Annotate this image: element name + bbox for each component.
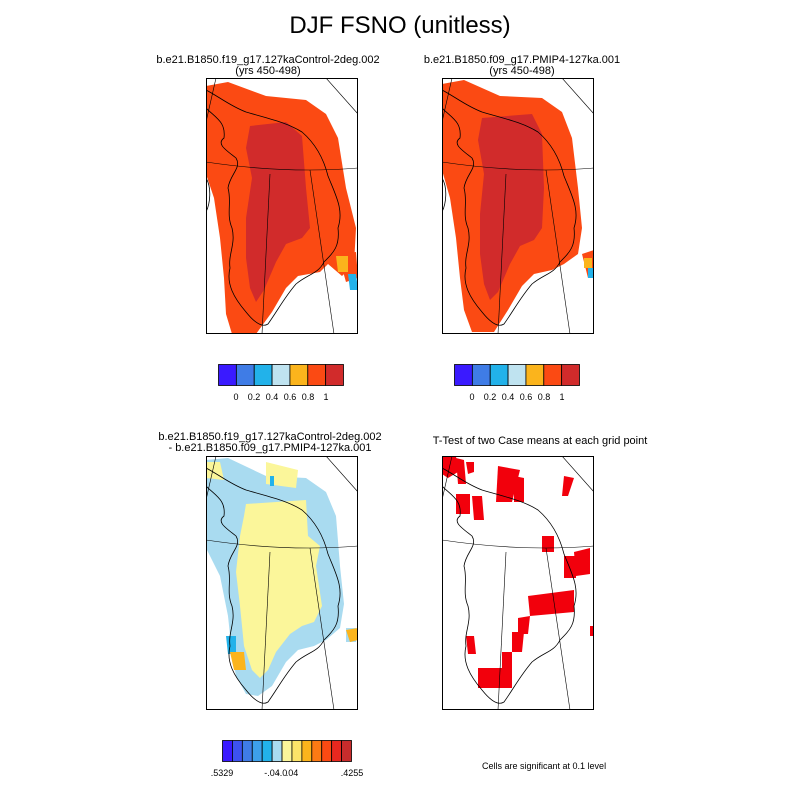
colorbar-difference (222, 740, 352, 767)
colorbar-box (507, 364, 527, 386)
colorbar-box (561, 364, 580, 386)
field-orange (584, 258, 592, 268)
colorbar-pmip4-labels: 0 0.2 0.4 0.6 0.8 1 (454, 392, 580, 404)
map-panel-difference (206, 456, 358, 710)
map-control-svg (206, 78, 358, 334)
colorbar-tick-label: .5329 (210, 768, 234, 778)
colorbar-box (251, 740, 263, 762)
graticule (206, 456, 358, 710)
colorbar-box (489, 364, 509, 386)
colorbar-box (321, 740, 333, 762)
colorbar-box (289, 364, 309, 386)
panel-title-difference-line2: - b.e21.B1850.f09_g17.PMIP4-127ka.001 (168, 442, 372, 454)
colorbar-box (341, 740, 352, 762)
panel-title-control: b.e21.B1850.f19_g17.127kaControl-2deg.00… (128, 55, 408, 77)
colorbar-control (218, 364, 344, 391)
field-blue (226, 476, 274, 654)
field-orange (336, 256, 348, 272)
map-ttest-svg (442, 456, 594, 710)
panel-title-pmip4-line1: b.e21.B1850.f09_g17.PMIP4-127ka.001 (423, 54, 621, 66)
colorbar-box (232, 740, 243, 762)
map-frame (442, 78, 594, 334)
colorbar-tick-label: -.0 (276, 768, 288, 778)
significant-cells (442, 456, 594, 688)
colorbar-tick-label: 1 (323, 392, 329, 402)
colorbar-tick-label: 0.6 (283, 392, 297, 402)
colorbar-box (271, 740, 283, 762)
panel-title-difference-line1: b.e21.B1850.f19_g17.127kaControl-2deg.00… (158, 431, 382, 443)
colorbar-box (525, 364, 545, 386)
colorbar-pmip4-svg (454, 364, 580, 386)
panel-title-difference: b.e21.B1850.f19_g17.127kaControl-2deg.00… (140, 432, 400, 454)
field-orange (230, 628, 358, 670)
map-panel-pmip4 (442, 78, 594, 334)
colorbar-tick-label: 1 (559, 392, 565, 402)
colorbar-tick-label: 0.2 (247, 392, 261, 402)
colorbar-box (218, 364, 237, 386)
field-blue (348, 274, 358, 290)
colorbar-box (235, 364, 255, 386)
colorbar-tick-label: 0.4 (265, 392, 279, 402)
panel-title-pmip4-line2: (yrs 450-498) (489, 65, 555, 77)
colorbar-box (331, 740, 342, 762)
colorbar-difference-labels: .5329 -.04 -.0.04 .4255 (211, 768, 364, 780)
colorbar-tick-label: 0 (233, 392, 239, 402)
colorbar-tick-label: .4255 (340, 768, 364, 778)
panel-title-control-line2: (yrs 450-498) (235, 65, 301, 77)
colorbar-tick-label: 0.4 (501, 392, 515, 402)
panel-title-control-line1: b.e21.B1850.f19_g17.127kaControl-2deg.00… (156, 54, 380, 66)
map-difference-svg (206, 456, 358, 710)
colorbar-box (241, 740, 253, 762)
colorbar-tick-label: .04 (285, 768, 299, 778)
map-panel-ttest (442, 456, 594, 710)
colorbar-tick-label: 0.8 (301, 392, 315, 402)
colorbar-box (271, 364, 291, 386)
colorbar-box (454, 364, 473, 386)
colorbar-tick-label: 0.8 (537, 392, 551, 402)
colorbar-box (325, 364, 344, 386)
map-frame (442, 456, 594, 710)
panel-title-ttest-line1: T-Test of two Case means at each grid po… (432, 435, 648, 447)
graticule (442, 456, 594, 710)
colorbar-control-svg (218, 364, 344, 386)
field-high (478, 114, 544, 300)
colorbar-box (261, 740, 273, 762)
figure-title: DJF FSNO (unitless) (289, 12, 511, 39)
field-blue (588, 268, 594, 278)
field-high (246, 122, 310, 302)
colorbar-box (291, 740, 303, 762)
panel-title-ttest: T-Test of two Case means at each grid po… (390, 436, 690, 447)
colorbar-tick-label: 0 (469, 392, 475, 402)
colorbar-difference-svg (222, 740, 352, 762)
colorbar-box (301, 740, 313, 762)
map-frame (206, 78, 358, 334)
graticule (442, 78, 594, 334)
colorbar-pmip4 (454, 364, 580, 391)
map-pmip4-svg (442, 78, 594, 334)
colorbar-tick-label: -.04 (264, 768, 280, 778)
colorbar-box (222, 740, 233, 762)
map-frame (206, 456, 358, 710)
colorbar-box (471, 364, 491, 386)
colorbar-box (311, 740, 323, 762)
colorbar-tick-label: 0.6 (519, 392, 533, 402)
colorbar-tick-label: 0.2 (483, 392, 497, 402)
colorbar-box (281, 740, 293, 762)
graticule (206, 78, 358, 334)
colorbar-control-labels: 0 0.2 0.4 0.6 0.8 1 (218, 392, 344, 404)
colorbar-box (543, 364, 563, 386)
colorbar-box (307, 364, 327, 386)
panel-title-pmip4: b.e21.B1850.f09_g17.PMIP4-127ka.001 (yrs… (382, 55, 662, 77)
colorbar-box (253, 364, 273, 386)
significance-note: Cells are significant at 0.1 level (482, 761, 607, 771)
map-panel-control (206, 78, 358, 334)
